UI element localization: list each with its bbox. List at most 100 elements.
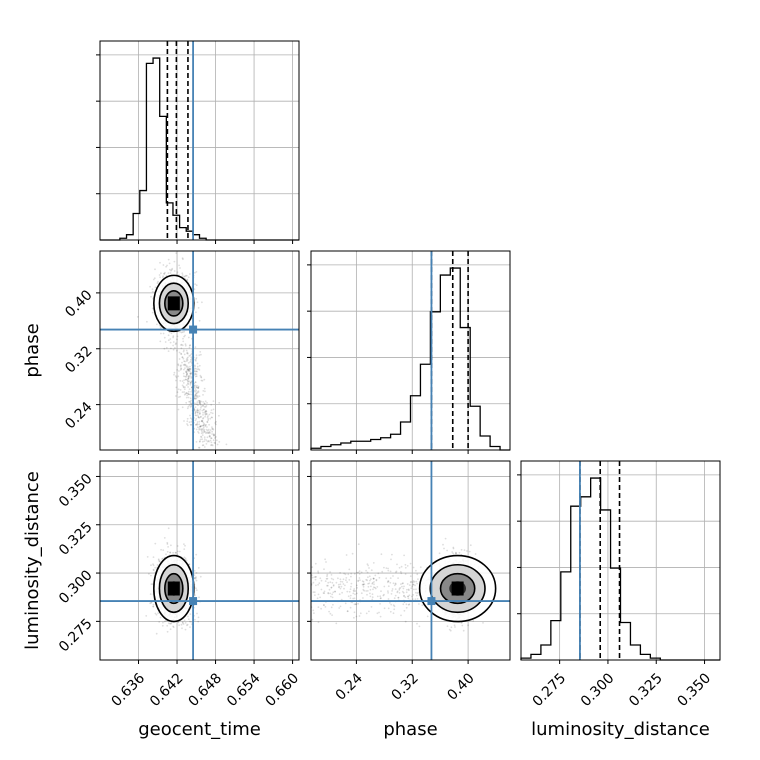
sample-point	[176, 335, 179, 338]
sample-point	[387, 580, 390, 583]
sample-point	[213, 441, 216, 444]
sample-point	[190, 356, 193, 359]
sample-point	[166, 541, 169, 544]
sample-point	[412, 566, 415, 569]
sample-point	[410, 587, 413, 589]
sample-point	[409, 562, 412, 565]
sample-point	[199, 402, 202, 405]
sample-point	[178, 351, 181, 354]
sample-point	[408, 584, 411, 586]
sample-point	[181, 621, 184, 624]
sample-point	[146, 320, 148, 323]
sample-point	[200, 432, 203, 435]
sample-point	[352, 589, 355, 592]
sample-point	[331, 614, 333, 616]
sample-point	[195, 297, 198, 300]
sample-point	[184, 367, 186, 369]
sample-point	[175, 379, 177, 382]
sample-point	[195, 414, 198, 417]
sample-point	[362, 583, 365, 586]
sample-point	[194, 372, 196, 375]
sample-point	[205, 432, 207, 435]
sample-point	[211, 416, 214, 419]
xlabel-luminosity_distance: luminosity_distance	[531, 719, 710, 740]
sample-point	[188, 388, 191, 390]
sample-point	[157, 612, 160, 614]
sample-point	[347, 573, 350, 576]
sample-point	[189, 354, 192, 357]
sample-point	[402, 591, 405, 594]
sample-point	[204, 431, 206, 433]
sample-point	[472, 620, 475, 622]
sample-point	[330, 606, 333, 609]
sample-point	[182, 340, 185, 343]
hist-phase	[310, 267, 510, 451]
sample-point	[329, 612, 332, 615]
sample-point	[360, 571, 363, 574]
sample-point	[184, 386, 186, 389]
sample-point	[198, 427, 201, 429]
sample-point	[454, 626, 456, 628]
sample-point	[166, 264, 168, 267]
sample-point	[339, 583, 342, 586]
sample-point	[331, 596, 334, 599]
sample-point	[168, 331, 171, 334]
sample-point	[357, 571, 360, 574]
sample-point	[356, 571, 358, 574]
sample-point	[189, 414, 191, 417]
sample-point	[206, 432, 209, 434]
sample-point	[186, 423, 188, 425]
sample-point	[323, 604, 325, 606]
sample-point	[181, 627, 183, 630]
sample-point	[312, 581, 315, 584]
sample-point	[210, 444, 213, 446]
sample-point	[169, 341, 172, 344]
xtick-label-geocent_time: 0.642	[147, 670, 187, 710]
sample-point	[402, 582, 404, 585]
sample-point	[186, 392, 189, 395]
sample-point	[187, 393, 190, 396]
sample-point	[207, 439, 210, 442]
sample-point	[145, 615, 148, 617]
sample-point	[342, 578, 345, 581]
sample-point	[368, 575, 371, 578]
sample-point	[200, 429, 203, 431]
sample-point	[367, 576, 369, 579]
sample-point	[195, 394, 198, 397]
marks-layer	[100, 41, 720, 661]
sample-point	[200, 406, 202, 409]
sample-point	[196, 409, 199, 412]
sample-point	[206, 420, 209, 423]
sample-point	[349, 606, 352, 609]
sample-point	[194, 381, 197, 384]
sample-point	[416, 592, 419, 595]
sample-point	[353, 588, 356, 590]
sample-point	[403, 594, 405, 597]
sample-point	[183, 619, 186, 622]
sample-point	[176, 338, 178, 341]
sample-point	[418, 625, 421, 628]
sample-point	[325, 561, 327, 563]
sample-point	[169, 268, 171, 271]
sample-point	[314, 575, 317, 578]
sample-point	[203, 387, 206, 390]
sample-point	[164, 619, 167, 622]
sample-point	[352, 597, 354, 600]
hist-geocent_time	[100, 57, 299, 241]
sample-point	[482, 622, 484, 624]
sample-point	[176, 545, 179, 547]
sample-point	[198, 401, 201, 404]
sample-point	[195, 587, 197, 590]
sample-point	[173, 371, 176, 374]
sample-point	[398, 589, 401, 591]
sample-point	[204, 406, 207, 408]
sample-point	[150, 574, 152, 577]
sample-point	[172, 348, 175, 351]
sample-point	[319, 577, 322, 580]
sample-point	[319, 596, 321, 599]
sample-point	[197, 567, 200, 569]
sample-point	[315, 584, 317, 587]
sample-point	[186, 274, 188, 277]
sample-point	[170, 544, 172, 547]
sample-point	[196, 362, 199, 365]
